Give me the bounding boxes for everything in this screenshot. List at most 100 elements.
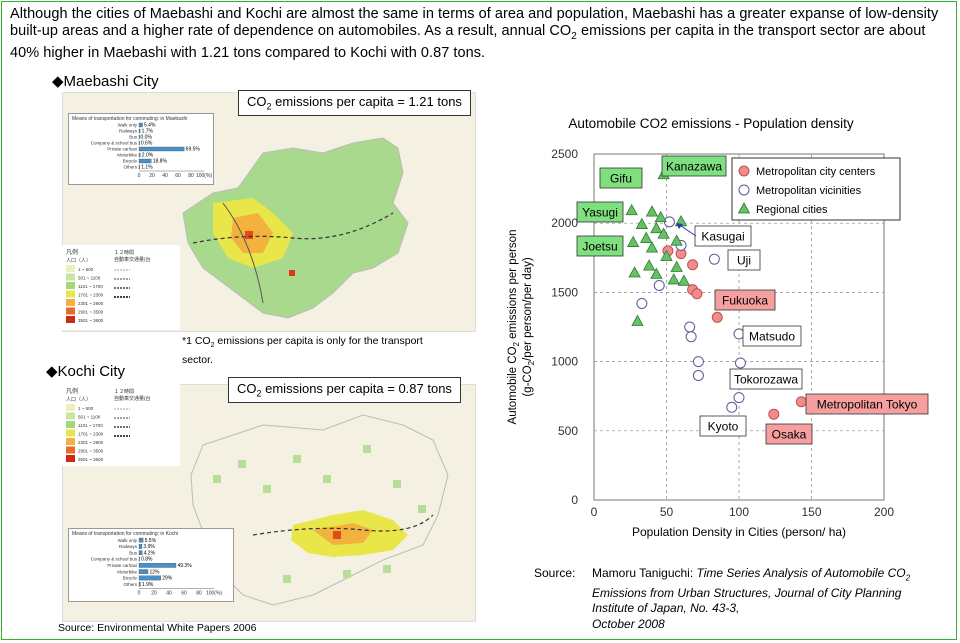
x-axis-label: Population Density in Cities (person/ ha… xyxy=(632,525,846,539)
annotation-box xyxy=(661,155,727,177)
annotation-label: Kasugai xyxy=(701,230,744,244)
x-tick-label: 50 xyxy=(660,505,674,519)
legend-range: 1101 ~ 1700 xyxy=(78,284,103,289)
annotation-label: Kanazawa xyxy=(666,160,722,174)
annotation-box xyxy=(765,423,813,445)
x-tick-label: 100 xyxy=(729,505,749,519)
source-right-text: Mamoru Taniguchi: Time Series Analysis o… xyxy=(592,566,912,632)
legend-marker xyxy=(737,202,751,214)
legend-swatch xyxy=(66,316,75,323)
source-title-sub: 2 xyxy=(905,573,911,583)
mode-value-label: 1.9% xyxy=(142,582,154,588)
mode-bar xyxy=(138,146,185,152)
mode-value-label: 1.7% xyxy=(142,129,154,135)
annotation-box xyxy=(699,415,747,437)
mode-value-label: 0.8% xyxy=(141,557,153,563)
mode-value-label: 5.5% xyxy=(145,538,157,544)
legend-range: 1 ~ 500 xyxy=(78,406,94,411)
maebashi-title: ◆Maebashi City xyxy=(52,73,159,90)
source-author: Mamoru Taniguchi: xyxy=(592,566,697,580)
kochi-map-legend: 凡例 人口（人） 1 ~ 500 501 ~ 1100 1101 ~ 1700 1701 … xyxy=(62,384,180,466)
annotation-box xyxy=(805,393,929,415)
legend-swatch xyxy=(66,307,75,315)
data-point xyxy=(667,273,680,285)
mode-label: Others xyxy=(123,165,137,170)
legend-range: 1101 ~ 1700 xyxy=(78,423,103,428)
mode-value-label: 18.8% xyxy=(153,159,168,165)
mode-label: Railways xyxy=(119,129,138,134)
legend-title: 凡例 xyxy=(66,248,78,256)
data-point xyxy=(640,231,653,243)
mode-bar xyxy=(138,128,141,134)
source-title-pre: Time Series Analysis of Automobile CO xyxy=(696,566,906,580)
kochi-emissions-box: CO2 emissions per capita = 0.87 tons xyxy=(228,377,461,403)
legend-swatch xyxy=(66,446,75,454)
annotation-box xyxy=(576,235,624,257)
bar-axis-tick: 0 xyxy=(138,590,141,596)
data-point xyxy=(685,331,697,343)
legend-marker xyxy=(738,184,750,196)
data-point xyxy=(660,249,673,261)
source-right-label: Source: xyxy=(534,566,576,580)
legend-range: 1701 ~ 2300 xyxy=(78,432,104,437)
data-point xyxy=(677,274,691,286)
kochi-commute-inset: Means of transportation for commuting: i… xyxy=(68,528,234,602)
bar-axis-tick: 40 xyxy=(162,173,168,179)
mode-bar xyxy=(138,122,143,128)
mode-bar xyxy=(138,575,161,581)
data-point xyxy=(734,357,746,369)
annotation-label: Fukuoka xyxy=(722,294,768,308)
mode-label: Company & school bus xyxy=(91,557,138,562)
annotation-label: Gifu xyxy=(610,172,632,186)
legend-swatch xyxy=(66,429,75,437)
data-point xyxy=(768,408,780,420)
legend-swatch xyxy=(66,455,75,462)
data-point xyxy=(650,221,663,234)
kasugai-pointer-head xyxy=(676,223,683,229)
bar-axis-tick: 20 xyxy=(151,590,157,596)
data-point xyxy=(628,266,641,278)
data-point xyxy=(670,260,683,272)
annotation-label: Osaka xyxy=(772,428,807,442)
kochi-emis-pre: CO xyxy=(237,381,257,396)
legend-range: 501 ~ 1100 xyxy=(78,415,101,420)
intro-sub: 2 xyxy=(571,30,577,42)
mode-value-label: 0.6% xyxy=(141,141,153,147)
mode-label: Company & school bus xyxy=(91,141,138,146)
legend-range: 2301 ~ 2900 xyxy=(78,301,104,306)
kochi-inset-title: Means of transportation for commuting: i… xyxy=(72,531,179,537)
mode-value-label: 4.2% xyxy=(144,550,156,556)
y-tick-label: 2500 xyxy=(551,147,578,161)
legend-range: 1 ~ 500 xyxy=(78,267,94,272)
bar-axis-tick: 20 xyxy=(149,173,155,179)
y-tick-label: 0 xyxy=(571,493,578,507)
maebashi-emis-post: emissions per capita = 1.21 tons xyxy=(271,94,462,109)
source-title-post: Emissions from Urban Structures, Journal… xyxy=(592,585,902,616)
annotation-label: Tokorozawa xyxy=(734,373,798,387)
mode-bar xyxy=(138,563,177,568)
data-point xyxy=(692,369,704,381)
mode-label: Private car/taxi xyxy=(107,563,137,568)
annotation-box xyxy=(694,225,752,247)
kochi-title: ◆Kochi City xyxy=(46,363,126,380)
data-point xyxy=(733,392,745,404)
mode-label: Private car/taxi xyxy=(107,147,137,152)
legend-swatch xyxy=(66,290,75,298)
mode-bar xyxy=(138,544,143,549)
data-point xyxy=(635,217,649,229)
legend-label: Metropolitan vicinities xyxy=(756,185,862,197)
legend-range: 3501 ~ 3600 xyxy=(78,318,104,323)
kochi-map xyxy=(190,414,449,606)
footnote: *1 CO2 emissions per capita is only for … xyxy=(182,334,447,368)
data-point xyxy=(687,259,699,271)
bar-axis-tick: 60 xyxy=(175,173,181,179)
annotation-label: Kyoto xyxy=(708,420,739,434)
data-point xyxy=(692,356,704,368)
bar-axis-tick: 100(%) xyxy=(206,590,222,596)
mode-bar xyxy=(138,550,143,556)
kochi-emis-post: emissions per capita = 0.87 tons xyxy=(261,381,452,396)
mode-value-label: 0.0% xyxy=(141,135,153,141)
mode-bar xyxy=(138,152,141,158)
